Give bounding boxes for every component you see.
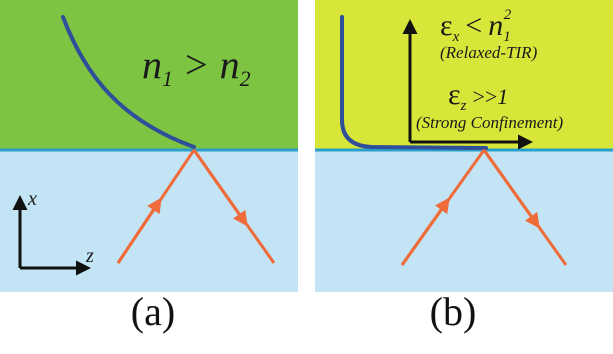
panel-b: εx < n12 (Relaxed-TIR) εz >>1 (Strong Confi…: [315, 0, 613, 292]
panel-b-incident-arrowhead: [400, 197, 450, 266]
panel-b-field-profile: [340, 15, 488, 150]
panel-b-caption: (b): [429, 289, 477, 334]
panel-a-relation: n1 > n2: [142, 42, 251, 91]
z-axis-label: z: [85, 245, 94, 267]
panel-a-axes: x z: [12, 188, 94, 276]
eps-z-relation: εz >>1: [448, 78, 508, 114]
panel-a-reflected-arrowhead: [192, 149, 248, 227]
eps-z-note: (Strong Confinement): [416, 113, 563, 132]
panel-b-bottom-medium: [315, 150, 613, 292]
panel-a: n1 > n2 x z: [0, 0, 298, 292]
panel-a-field-profile: [61, 15, 196, 149]
eps-x-relation: εx < n12: [440, 7, 512, 45]
panel-a-caption: (a): [130, 289, 176, 334]
panel-b-reflected-arrowhead: [482, 149, 540, 229]
x-axis-label: x: [27, 188, 37, 210]
panel-b-top-medium: [315, 0, 613, 150]
eps-x-note: (Relaxed-TIR): [440, 43, 538, 62]
panel-a-incident-arrowhead: [116, 197, 162, 264]
panel-a-bottom-medium: [0, 150, 298, 292]
